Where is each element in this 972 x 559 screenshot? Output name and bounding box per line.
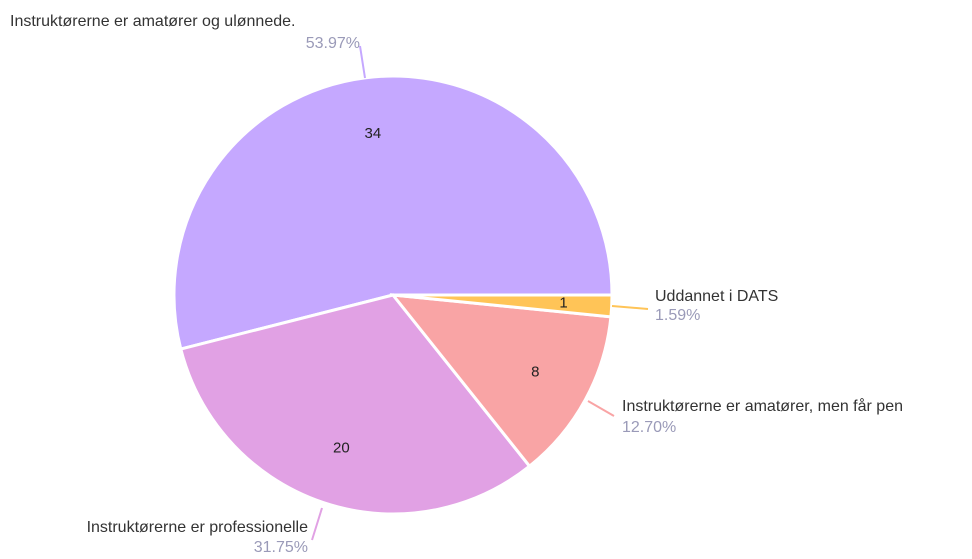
pie-slice <box>178 293 532 516</box>
leader-line <box>359 45 366 79</box>
pie-slice <box>389 293 613 469</box>
slice-name-label: Instruktørerne er amatører og ulønnede. <box>10 13 295 30</box>
leader-line <box>587 400 615 417</box>
slice-percent-label: 1.59% <box>655 307 700 324</box>
slice-name-label: Instruktørerne er professionelle <box>87 519 309 536</box>
slice-value-label: 1 <box>559 294 567 311</box>
slice-percent-label: 12.70% <box>622 419 676 436</box>
slice-percent-label: 53.97% <box>306 35 360 52</box>
slice-percent-label: 31.75% <box>254 539 308 554</box>
slice-name-label: Uddannet i DATS <box>655 288 778 305</box>
leader-line <box>611 305 649 310</box>
slice-value-label: 20 <box>333 440 350 457</box>
pie-slice <box>392 293 614 319</box>
leader-line <box>311 507 323 541</box>
slice-value-label: 34 <box>365 125 382 142</box>
slice-name-label: Instruktørerne er amatører, men får pen <box>622 397 903 415</box>
slice-value-label: 8 <box>531 363 539 380</box>
